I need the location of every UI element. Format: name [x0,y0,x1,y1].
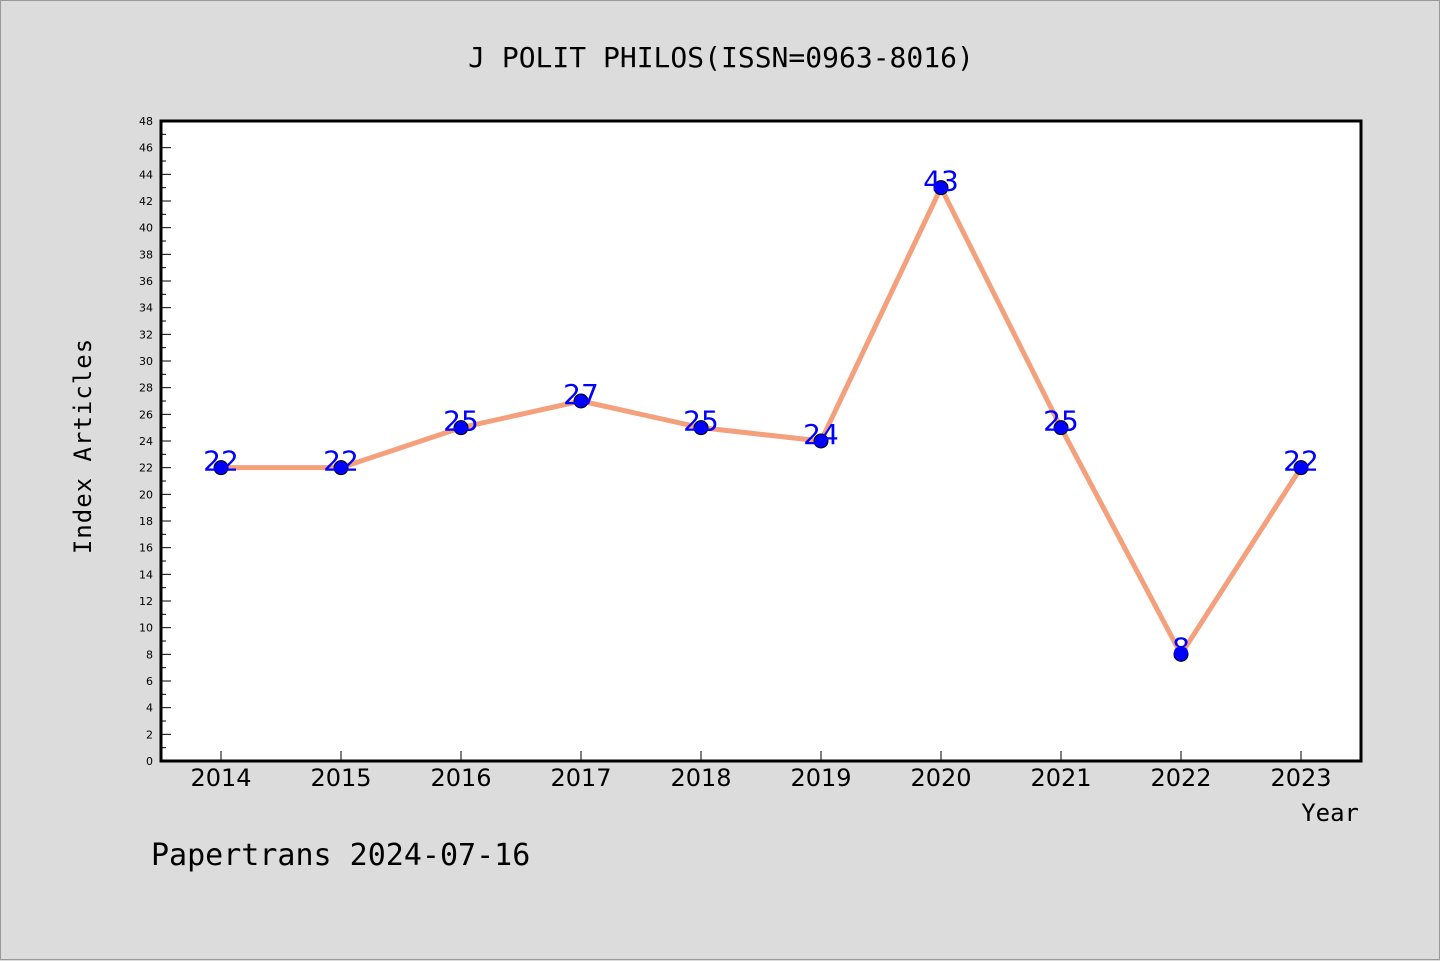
x-axis: 2014 2015 2016 2017 2018 2019 2020 2021 2022 2023 [190,751,1332,792]
x-tick-label: 2020 [910,764,971,792]
data-label: 24 [803,418,839,451]
y-tick-label: 30 [139,355,153,368]
y-tick-label: 44 [139,168,153,181]
data-markers [213,180,1309,662]
y-tick-label: 8 [146,648,153,661]
data-label: 8 [1172,631,1190,664]
x-tick-label: 2019 [790,764,851,792]
data-label: 27 [563,378,599,411]
y-tick-label: 16 [139,542,153,555]
data-label: 25 [443,405,479,438]
y-tick-label: 0 [146,755,153,768]
series-line [218,185,1304,657]
data-label: 22 [1283,445,1319,478]
data-label: 22 [323,445,359,478]
y-tick-label: 46 [139,142,153,155]
y-tick-label: 22 [139,462,153,475]
y-tick-label: 6 [146,675,153,688]
x-axis-title: Year [1301,799,1359,827]
y-tick-label: 18 [139,515,153,528]
data-point [813,433,829,449]
data-point [693,420,709,436]
y-tick-label: 48 [139,115,153,128]
data-point [213,460,229,476]
y-axis-title: Index Articles [69,338,97,554]
x-tick-label: 2015 [310,764,371,792]
y-tick-label: 24 [139,435,153,448]
y-tick-label: 26 [139,408,153,421]
chart-title: J POLIT PHILOS(ISSN=0963-8016) [468,41,974,74]
y-tick-label: 42 [139,195,153,208]
x-tick-label: 2017 [550,764,611,792]
data-label: 25 [683,405,719,438]
data-point [1173,646,1189,662]
series-polyline [218,185,1304,657]
data-point [573,393,589,409]
data-label: 43 [923,165,959,198]
y-tick-label: 12 [139,595,153,608]
data-point [453,420,469,436]
y-tick-label: 36 [139,275,153,288]
data-point [1053,420,1069,436]
x-tick-label: 2021 [1030,764,1091,792]
data-label: 25 [1043,405,1079,438]
plot-area [159,119,1363,763]
y-tick-label: 40 [139,222,153,235]
data-label: 22 [203,445,239,478]
y-tick-label: 2 [146,728,153,741]
y-tick-label: 20 [139,488,153,501]
y-tick-label: 4 [146,702,153,715]
footer-source-date: Papertrans 2024-07-16 [151,838,530,873]
y-tick-label: 32 [139,328,153,341]
y-axis: 0246810121416182022242628303234363840424… [139,115,171,768]
y-tick-label: 34 [139,302,153,315]
y-tick-label: 38 [139,248,153,261]
y-tick-label: 28 [139,382,153,395]
x-tick-label: 2018 [670,764,731,792]
x-tick-label: 2023 [1270,764,1331,792]
y-tick-label: 14 [139,568,153,581]
y-tick-label: 10 [139,622,153,635]
x-tick-label: 2022 [1150,764,1211,792]
data-labels: 22 22 25 27 25 24 43 25 8 22 [203,165,1319,665]
data-point [1293,460,1309,476]
x-tick-label: 2016 [430,764,491,792]
data-point [333,460,349,476]
data-point [933,180,949,196]
x-tick-label: 2014 [190,764,251,792]
